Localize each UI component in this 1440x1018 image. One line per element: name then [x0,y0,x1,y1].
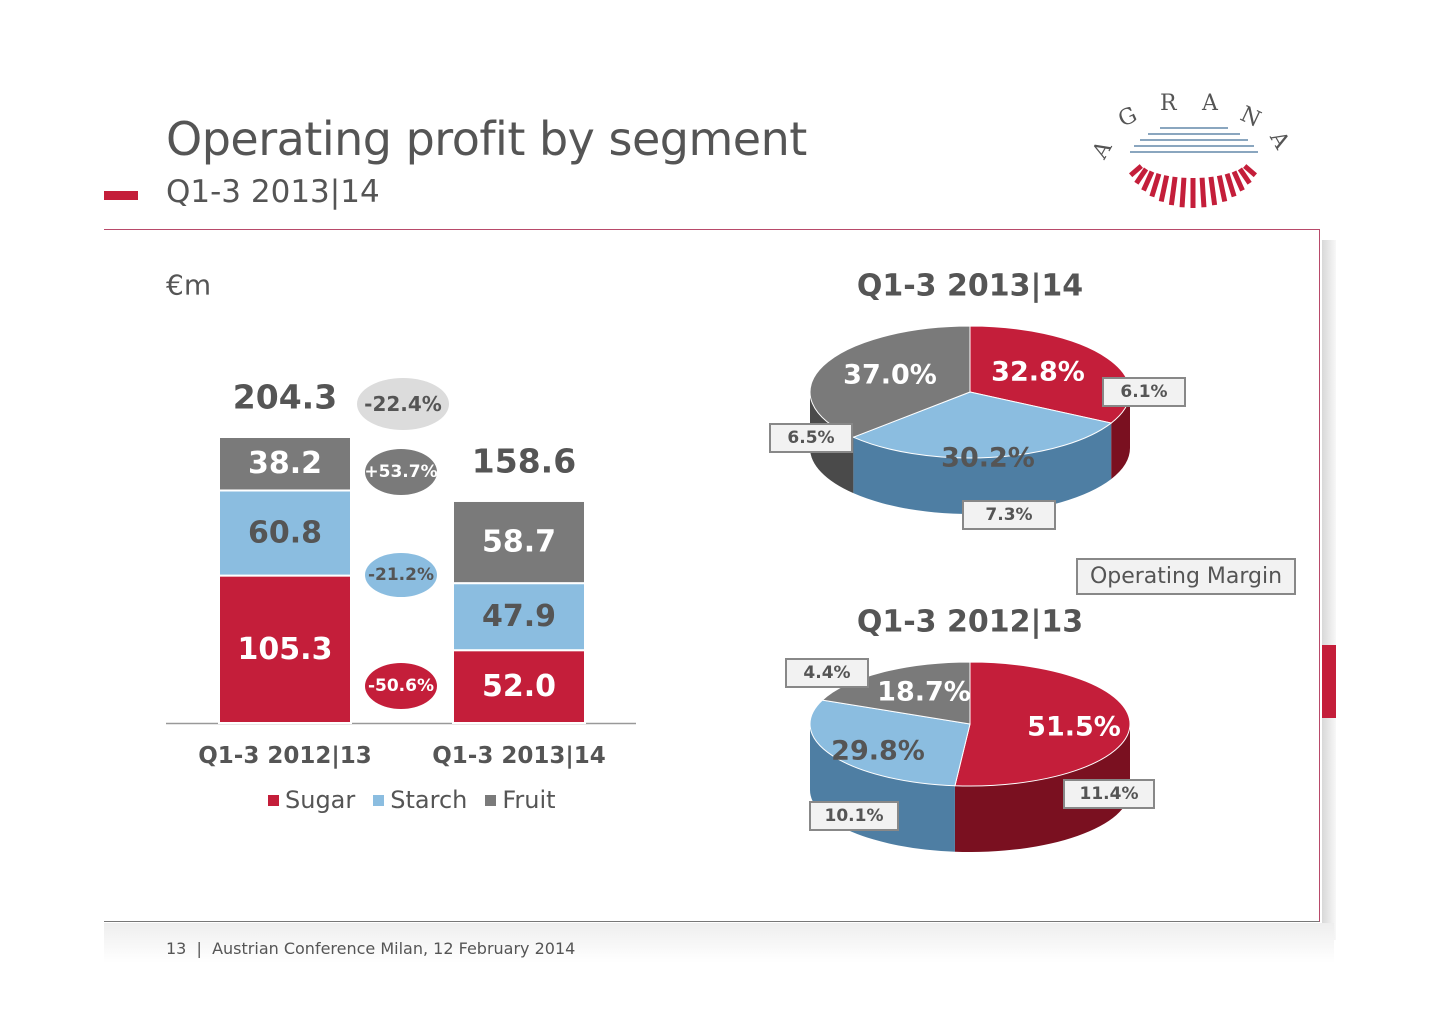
margin-box-fruit-1 [785,658,869,688]
legend-item-fruit: Fruit [485,786,556,814]
pie-label-starch-1: 29.8% [831,736,925,767]
pie-slice-sugar-1 [954,661,1131,787]
margin-label-sugar-1: 11.4% [1080,784,1139,804]
pie-label-sugar-1: 51.5% [1027,712,1121,743]
margin-label-starch-0: 7.3% [985,505,1032,525]
logo-ray [1179,177,1187,208]
pie-label-sugar-0: 32.8% [991,357,1085,388]
logo-ray [1149,173,1162,198]
legend-item-starch: Starch [373,786,467,814]
bar-total-1: 158.6 [472,441,576,480]
legend-item-sugar: Sugar [268,786,355,814]
bar-segment-starch-0 [218,489,352,577]
pie-side-sugar-0-0 [1111,392,1130,480]
pie-slice-starch-1 [809,699,971,787]
bar-label-starch-1: 47.9 [482,599,556,634]
bar-segment-fruit-0 [218,436,352,492]
margin-box-starch-0 [962,500,1056,530]
logo-ray [1216,175,1228,202]
bar-category-1: Q1-3 2013|14 [432,743,606,769]
logo-ray [1231,170,1245,192]
logo-ray [1168,176,1178,206]
bar-total-0: 204.3 [233,378,337,417]
svg-text:R: R [1160,91,1178,116]
pie-label-fruit-1: 18.7% [877,677,971,708]
accent-dash [104,191,138,200]
change-bubble-starch [365,553,437,597]
logo-ray [1237,167,1252,185]
margin-box-sugar-0 [1102,377,1186,407]
bar-unit-label: €m [166,269,211,302]
margin-label-fruit-0: 6.5% [787,428,834,448]
logo-ray [1128,164,1143,178]
footer-text: Austrian Conference Milan, 12 February 2… [212,939,576,958]
logo-ray [1208,176,1218,206]
page-subtitle: Q1-3 2013|14 [166,174,380,210]
change-bubble-fruit [365,449,437,495]
logo-ray [1158,175,1170,202]
pie-side-sugar-1-0 [954,724,1130,852]
footer: 13 | Austrian Conference Milan, 12 Febru… [166,939,575,958]
logo-ray [1141,170,1155,192]
bar-label-starch-0: 60.8 [248,516,322,551]
change-bubble-sugar-label: -50.6% [368,676,434,696]
margin-label-sugar-0: 6.1% [1120,382,1167,402]
panel-shadow [1322,240,1336,940]
footer-separator: | [196,939,202,958]
pie-title-1: Q1-3 2012|13 [857,605,1083,640]
legend-label-fruit: Fruit [502,786,556,814]
bar-legend: Sugar Starch Fruit [268,786,556,814]
legend-label-sugar: Sugar [285,786,356,814]
bar-label-sugar-0: 105.3 [238,632,333,667]
change-bubble-fruit-label: +53.7% [364,462,437,482]
logo-ray [1243,164,1258,178]
change-bubble-starch-label: -21.2% [368,565,434,585]
bar-label-sugar-1: 52.0 [482,669,556,704]
bar-label-fruit-1: 58.7 [482,525,556,560]
pie-label-fruit-0: 37.0% [843,360,937,391]
change-bubble-sugar [365,663,437,709]
pie-slice-starch-0 [852,391,1113,459]
margin-label-starch-1: 10.1% [825,806,884,826]
operating-margin-label: Operating Margin [1076,558,1296,595]
pie-slice-fruit-0 [809,325,971,438]
pie-slice-sugar-0 [969,325,1131,424]
footer-page-number: 13 [166,939,187,958]
svg-text:A: A [1201,91,1219,116]
margin-label-fruit-1: 4.4% [803,663,850,683]
legend-label-starch: Starch [390,786,468,814]
bar-segment-fruit-1 [452,499,586,585]
pie-title-0: Q1-3 2013|14 [857,269,1083,304]
bottom-shadow [104,923,1334,963]
margin-box-sugar-1 [1063,779,1155,809]
bar-label-fruit-0: 38.2 [248,446,322,481]
pie-side-starch-0-0 [853,423,1112,514]
logo-ray [1134,167,1149,185]
bar-category-0: Q1-3 2012|13 [198,743,372,769]
side-accent [1322,645,1336,718]
logo-ray [1199,177,1207,208]
logo-ray [1224,173,1237,198]
margin-box-starch-1 [809,801,899,831]
agrana-logo: A G R A N A [1088,91,1294,208]
content-panel [104,229,1320,922]
pie-slice-fruit-1 [821,661,971,725]
pie-label-starch-0: 30.2% [941,443,1035,474]
margin-box-fruit-0 [769,423,853,453]
change-bubble-total-label: -22.4% [364,392,442,416]
bar-segment-sugar-1 [452,649,586,724]
change-bubble-total [357,378,449,430]
page-title: Operating profit by segment [166,112,807,166]
bar-segment-sugar-0 [218,574,352,725]
